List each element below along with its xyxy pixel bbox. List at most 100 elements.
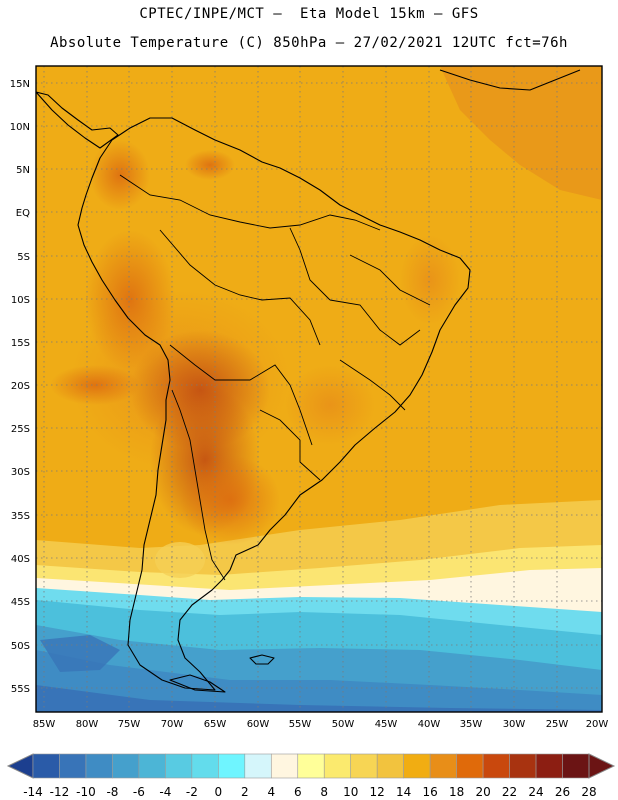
lat-label: 45S (11, 597, 30, 608)
colorbar-label: -8 (106, 785, 118, 799)
lat-label: 5S (17, 252, 30, 263)
lon-label: 60W (247, 719, 270, 730)
south-america-coastline (77, 117, 471, 691)
lon-label: 40W (418, 719, 441, 730)
border-line-1 (119, 174, 381, 231)
colorbar-cells (32, 753, 590, 779)
lat-label: 10N (10, 122, 30, 133)
colorbar-cell (270, 753, 299, 779)
colorbar-label: -6 (133, 785, 145, 799)
colorbar-cell (32, 753, 60, 779)
colorbar-cell (535, 753, 563, 779)
colorbar-label: 28 (581, 785, 596, 799)
lon-label: 30W (503, 719, 526, 730)
temperature-field (36, 66, 602, 712)
lon-label: 50W (332, 719, 355, 730)
lon-label: 25W (546, 719, 569, 730)
map-title-line1: CPTEC/INPE/MCT – Eta Model 15km – GFS (139, 6, 479, 22)
colorbar-label: 20 (475, 785, 490, 799)
colorbar-cell (456, 753, 484, 779)
lat-label: 35S (11, 511, 30, 522)
colorbar-label: -12 (50, 785, 70, 799)
colorbar-cell (218, 753, 246, 779)
colorbar-cell (59, 753, 87, 779)
caribbean-islands (439, 69, 581, 91)
colorbar-label: 2 (241, 785, 249, 799)
lon-label: 65W (204, 719, 227, 730)
colorbar-label: 0 (215, 785, 223, 799)
colorbar-cell (297, 753, 325, 779)
colorbar-cell (509, 753, 537, 779)
colorbar-label: 6 (294, 785, 302, 799)
central-america-coastline (36, 91, 119, 149)
colorbar-cell (376, 753, 404, 779)
border-line-5 (259, 409, 321, 481)
map-title-line2: Absolute Temperature (C) 850hPa – 27/02/… (50, 35, 568, 51)
lon-label: 70W (161, 719, 184, 730)
colorbar-cell (403, 753, 431, 779)
lon-label: 80W (76, 719, 99, 730)
colorbar-cell (138, 753, 166, 779)
border-line-4 (171, 389, 226, 581)
colorbar-label: 4 (267, 785, 275, 799)
falklands (249, 654, 275, 665)
colorbar: -14 -12 -10 -8 -6 -4 -2 0 2 4 6 8 10 12 14 16 18 20 22 24 26… (6, 753, 616, 799)
colorbar-label: -14 (23, 785, 43, 799)
colorbar-label: 16 (423, 785, 438, 799)
colorbar-cell (323, 753, 352, 779)
lon-label: 45W (375, 719, 398, 730)
longitude-labels: 85W 80W 75W 70W 65W 60W 55W 50W 45W 40W … (33, 719, 609, 730)
colorbar-label: -4 (159, 785, 171, 799)
lon-label: 20W (586, 719, 609, 730)
colorbar-label: -10 (76, 785, 96, 799)
lat-label: 20S (11, 381, 30, 392)
lat-label: EQ (16, 208, 30, 219)
colorbar-label: 14 (396, 785, 411, 799)
colorbar-cell (165, 753, 193, 779)
colorbar-cell (85, 753, 113, 779)
map-frame (35, 65, 603, 713)
border-line-7 (339, 359, 406, 411)
colorbar-left-arrow (6, 753, 34, 779)
lon-label: 55W (289, 719, 312, 730)
lat-label: 30S (11, 467, 30, 478)
lon-label: 75W (118, 719, 141, 730)
colorbar-label: -2 (186, 785, 198, 799)
lat-label: 15N (10, 79, 30, 90)
colorbar-cell (244, 753, 272, 779)
lat-label: 50S (11, 641, 30, 652)
colorbar-label: 12 (370, 785, 385, 799)
colorbar-label: 26 (555, 785, 570, 799)
latitude-labels: 15N 10N 5N EQ 5S 10S 15S 20S 25S 30S 35S… (10, 79, 30, 695)
colorbar-label: 8 (320, 785, 328, 799)
colorbar-right-arrow (588, 753, 616, 779)
lat-label: 25S (11, 424, 30, 435)
border-line-8 (349, 254, 431, 306)
border-line-3 (169, 344, 313, 446)
border-line-6 (329, 299, 421, 346)
colorbar-cell (562, 753, 590, 779)
colorbar-label: 18 (449, 785, 464, 799)
colorbar-cell (429, 753, 457, 779)
colorbar-cell (112, 753, 140, 779)
border-line-2 (159, 229, 321, 346)
lon-label: 35W (460, 719, 483, 730)
tierra-del-fuego (169, 674, 226, 693)
lat-label: 10S (11, 295, 30, 306)
lon-label: 85W (33, 719, 56, 730)
colorbar-label: 24 (528, 785, 543, 799)
colorbar-cell (350, 753, 378, 779)
country-borders (119, 174, 431, 581)
colorbar-label: 10 (343, 785, 358, 799)
colorbar-cell (191, 753, 219, 779)
lat-label: 5N (16, 165, 30, 176)
lat-label: 55S (11, 684, 30, 695)
lat-label: 40S (11, 554, 30, 565)
coastlines (36, 69, 581, 693)
colorbar-cell (482, 753, 510, 779)
colorbar-label: 22 (502, 785, 517, 799)
lat-label: 15S (11, 338, 30, 349)
border-line-9 (289, 227, 331, 301)
colorbar-labels: -14 -12 -10 -8 -6 -4 -2 0 2 4 6 8 10 12 14 16 18 20 22 24 26… (23, 785, 596, 799)
